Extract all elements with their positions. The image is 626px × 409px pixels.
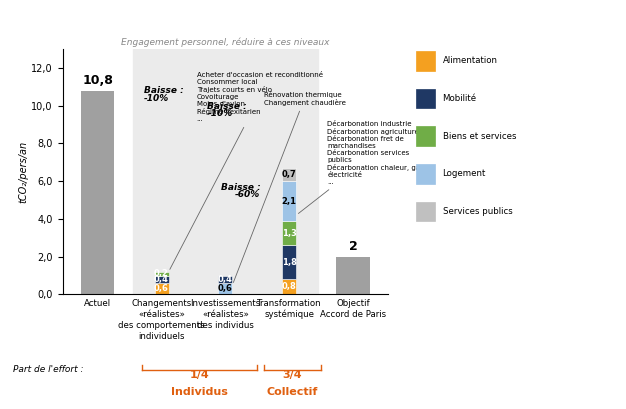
Text: Décarbonation industrie
Décarbonation agriculture
Décarbonation fret de
marchand: Décarbonation industrie Décarbonation ag… xyxy=(299,121,424,213)
Text: Alimentation: Alimentation xyxy=(443,56,498,65)
Y-axis label: tCO₂/pers/an: tCO₂/pers/an xyxy=(19,141,28,203)
Text: 10,8: 10,8 xyxy=(82,74,113,87)
Text: 0,2: 0,2 xyxy=(154,269,169,278)
Text: -10%: -10% xyxy=(143,94,169,103)
Bar xyxy=(336,257,369,294)
Text: 1,8: 1,8 xyxy=(282,258,297,267)
Text: Services publics: Services publics xyxy=(443,207,512,216)
Bar xyxy=(218,283,232,294)
Text: 0,4: 0,4 xyxy=(154,275,169,284)
Text: Part de l'effort :: Part de l'effort : xyxy=(13,365,83,374)
Text: -60%: -60% xyxy=(235,190,260,199)
Text: Acheter d'occasion et reconditionné
Consommer local
Trajets courts en vélo
Covoi: Acheter d'occasion et reconditionné Cons… xyxy=(170,72,322,270)
Bar xyxy=(282,245,296,279)
Text: -10%: -10% xyxy=(207,109,233,118)
Text: 0,7: 0,7 xyxy=(282,170,297,179)
Bar xyxy=(155,276,168,283)
Text: Baisse :: Baisse : xyxy=(221,183,260,192)
Text: 1/4: 1/4 xyxy=(190,370,210,380)
Bar xyxy=(155,283,168,294)
Text: 3/4: 3/4 xyxy=(282,370,302,380)
Text: Collectif: Collectif xyxy=(267,387,318,397)
Text: 0,6: 0,6 xyxy=(218,284,233,293)
Text: Baisse :: Baisse : xyxy=(143,86,183,95)
Text: 0,8: 0,8 xyxy=(282,283,297,292)
Text: Logement: Logement xyxy=(443,169,486,178)
Bar xyxy=(81,91,115,294)
Text: Baisse :: Baisse : xyxy=(207,101,247,110)
Text: 0,4: 0,4 xyxy=(218,275,233,284)
Text: Biens et services: Biens et services xyxy=(443,132,516,141)
Title: Engagement personnel, réduire à ces niveaux: Engagement personnel, réduire à ces nive… xyxy=(121,37,330,47)
Text: Rénovation thermique
Changement chaudière: Rénovation thermique Changement chaudièr… xyxy=(233,91,346,283)
Text: 1,3: 1,3 xyxy=(282,229,297,238)
Bar xyxy=(218,276,232,283)
Bar xyxy=(133,49,318,294)
Text: 2: 2 xyxy=(349,240,357,253)
Text: 0,6: 0,6 xyxy=(154,284,169,293)
Bar xyxy=(155,272,168,276)
Bar xyxy=(282,181,296,221)
Text: Individus: Individus xyxy=(172,387,228,397)
Text: Mobilité: Mobilité xyxy=(443,94,477,103)
Text: 2,1: 2,1 xyxy=(282,197,297,206)
Bar xyxy=(282,279,296,294)
Bar xyxy=(282,221,296,245)
Bar xyxy=(282,168,296,181)
